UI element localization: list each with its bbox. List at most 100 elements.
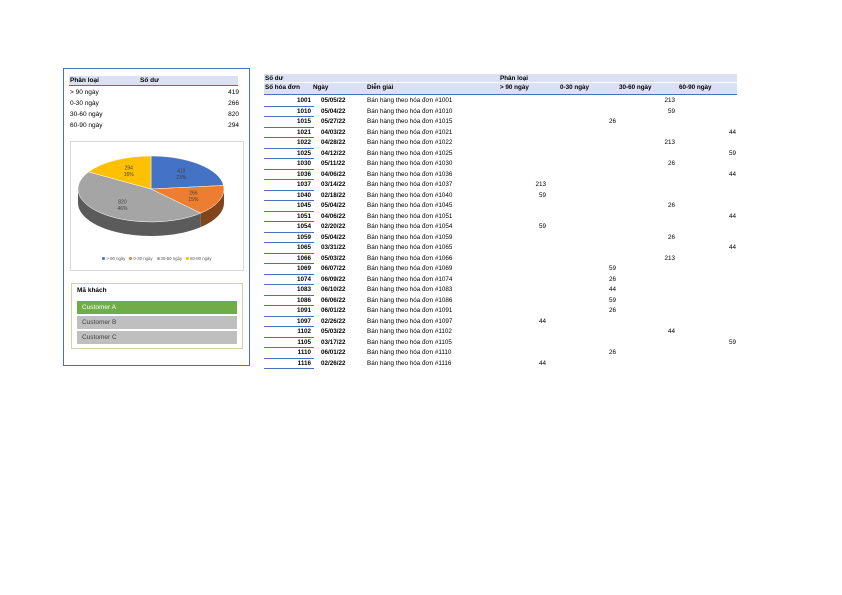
pie-slice[interactable]: [77, 171, 202, 223]
invoice-number: 1037: [296, 181, 311, 188]
invoice-number: 1040: [296, 191, 311, 199]
invoice-date: 06/01/22: [321, 349, 346, 356]
invoice-description: Bán hàng theo hóa đơn #1051: [367, 212, 453, 220]
amount-b0_30: 26: [608, 307, 616, 314]
legend-item: > 90 ngày: [102, 256, 125, 261]
row-underline: [264, 221, 314, 222]
table-row: 1074 06/09/22 Bán hàng theo hóa đơn #1074 2…: [264, 275, 737, 285]
invoice-description: Bán hàng theo hóa đơn #1001: [367, 97, 453, 104]
invoice-number: 1069: [296, 265, 311, 272]
invoice-number: 1022: [296, 139, 311, 146]
invoice-number: 1110: [297, 349, 311, 356]
invoice-date: 06/09/22: [321, 275, 346, 283]
invoice-description: Bán hàng theo hóa đơn #1054: [367, 223, 453, 230]
invoice-date: 06/10/22: [321, 286, 346, 293]
legend-item: 0-30 ngày: [129, 256, 153, 261]
data-label-value: 266: [189, 191, 198, 197]
row-underline: [264, 273, 314, 275]
header-60-90: 60-90 ngày: [679, 84, 712, 91]
legend-item: 30-60 ngày: [156, 256, 182, 261]
table-row: 1097 02/26/22 Bán hàng theo hóa đơn #1097 4…: [264, 317, 737, 327]
summary-row: > 90 ngày 419: [69, 87, 239, 98]
pie-slice[interactable]: [150, 155, 224, 190]
slicer-item-customer-b[interactable]: Customer B: [77, 316, 237, 329]
amount-b90: 59: [538, 223, 546, 230]
invoice-description: Bán hàng theo hóa đơn #1059: [367, 233, 453, 241]
ledger-header-row2: Số hóa đơn Ngày Diễn giải > 90 ngày 0-30…: [264, 83, 737, 95]
summary-header-balance: Số dư: [140, 77, 159, 84]
slicer-item-customer-a[interactable]: Customer A: [77, 301, 237, 314]
invoice-number: 1102: [297, 328, 311, 335]
invoice-date: 06/06/22: [321, 296, 346, 304]
row-underline: [264, 326, 314, 327]
invoice-description: Bán hàng theo hóa đơn #1074: [367, 275, 453, 283]
invoice-date: 05/05/22: [321, 97, 346, 104]
slicer-item-customer-c[interactable]: Customer C: [77, 331, 237, 344]
table-row: 1110 06/01/22 Bán hàng theo hóa đơn #1110 2…: [264, 348, 737, 359]
pie-slice-side: [78, 189, 201, 236]
header-over-90: > 90 ngày: [500, 84, 529, 91]
summary-row-value: 419: [228, 89, 239, 96]
legend-swatch: [129, 257, 133, 261]
invoice-description: Bán hàng theo hóa đơn #1069: [367, 265, 453, 272]
invoice-date: 02/26/22: [321, 359, 346, 367]
invoice-date: 04/06/22: [321, 170, 346, 178]
amount-b30_60: 26: [667, 202, 675, 209]
invoice-description: Bán hàng theo hóa đơn #1025: [367, 149, 453, 157]
invoice-description: Bán hàng theo hóa đơn #1116: [367, 359, 452, 367]
header-category: Phân loại: [500, 75, 528, 82]
invoice-number: 1045: [296, 202, 311, 209]
ledger-header-row1: Số dư Phân loại: [264, 74, 737, 82]
invoice-number: 1030: [296, 160, 311, 167]
table-row: 1066 05/03/22 Bán hàng theo hóa đơn #1066 2…: [264, 254, 737, 264]
table-row: 1010 05/04/22 Bán hàng theo hóa đơn #1010 5…: [264, 107, 737, 117]
invoice-description: Bán hàng theo hóa đơn #1010: [367, 107, 453, 115]
row-underline: [264, 158, 314, 159]
row-underline: [264, 200, 314, 201]
invoice-date: 02/26/22: [321, 317, 346, 325]
amount-b30_60: 44: [667, 328, 675, 335]
table-row: 1054 02/20/22 Bán hàng theo hóa đơn #1054 5…: [264, 222, 737, 233]
invoice-description: Bán hàng theo hóa đơn #1045: [367, 202, 453, 209]
invoice-description: Bán hàng theo hóa đơn #1036: [367, 170, 453, 178]
data-label-value: 419: [177, 168, 186, 174]
invoice-description: Bán hàng theo hóa đơn #1021: [367, 128, 453, 136]
invoice-description: Bán hàng theo hóa đơn #1097: [367, 317, 453, 325]
table-row: 1040 02/18/22 Bán hàng theo hóa đơn #1040 5…: [264, 191, 737, 201]
row-underline: [264, 315, 314, 317]
amount-b60_90: 59: [728, 338, 736, 346]
invoice-date: 05/11/22: [321, 160, 346, 167]
row-underline: [264, 252, 314, 254]
summary-row-value: 294: [228, 122, 239, 129]
row-underline: [264, 305, 314, 306]
invoice-number: 1066: [296, 254, 311, 262]
table-row: 1105 03/17/22 Bán hàng theo hóa đơn #1105 5…: [264, 338, 737, 348]
data-label-value: 820: [118, 199, 127, 205]
summary-header: Phân loại Số dư: [69, 76, 238, 86]
header-invoice: Số hóa đơn: [265, 84, 300, 91]
table-row: 1069 06/07/22 Bán hàng theo hóa đơn #1069 5…: [264, 264, 737, 275]
row-underline: [264, 147, 314, 149]
data-label-percent: 46%: [117, 206, 128, 212]
amount-b90: 59: [538, 191, 546, 199]
summary-row: 30-60 ngày 820: [69, 109, 239, 120]
legend-label: > 90 ngày: [106, 256, 126, 261]
invoice-number: 1086: [296, 296, 311, 304]
row-underline: [264, 284, 314, 285]
pie-slice[interactable]: [87, 155, 152, 190]
pie-slice[interactable]: [150, 185, 225, 214]
table-row: 1102 05/03/22 Bán hàng theo hóa đơn #1102 4…: [264, 327, 737, 338]
table-row: 1037 03/14/22 Bán hàng theo hóa đơn #1037 2…: [264, 180, 737, 191]
chart-legend: > 90 ngày 0-30 ngày 30-60 ngày 60-90 ngày: [71, 256, 243, 261]
invoice-date: 04/06/22: [321, 212, 346, 220]
row-underline: [264, 263, 314, 264]
invoice-date: 04/03/22: [321, 128, 346, 136]
table-row: 1001 05/05/22 Bán hàng theo hóa đơn #1001 2…: [264, 96, 737, 107]
row-underline: [264, 336, 314, 338]
invoice-description: Bán hàng theo hóa đơn #1102: [367, 328, 452, 335]
table-row: 1021 04/03/22 Bán hàng theo hóa đơn #1021 4…: [264, 128, 737, 138]
invoice-number: 1097: [296, 317, 311, 325]
data-label-percent: 15%: [188, 197, 199, 203]
pie-chart[interactable]: 419 23% 266 15% 820 46% 294 16% > 90 ngày 0-30 n…: [70, 141, 244, 271]
